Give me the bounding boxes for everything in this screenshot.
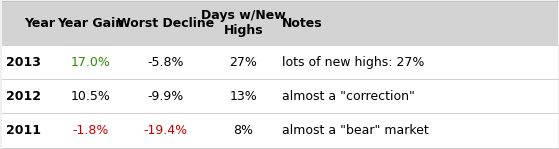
Text: 2012: 2012 <box>6 90 41 103</box>
Text: 8%: 8% <box>234 124 253 137</box>
Text: Year: Year <box>24 17 55 30</box>
Text: Year Gain: Year Gain <box>57 17 124 30</box>
Text: Days w/New
Highs: Days w/New Highs <box>201 9 286 37</box>
FancyBboxPatch shape <box>2 1 558 45</box>
Text: -19.4%: -19.4% <box>144 124 188 137</box>
Text: 2013: 2013 <box>6 56 41 69</box>
Text: -5.8%: -5.8% <box>148 56 184 69</box>
Text: Notes: Notes <box>282 17 323 30</box>
Text: 10.5%: 10.5% <box>70 90 111 103</box>
Text: almost a "correction": almost a "correction" <box>282 90 415 103</box>
Text: 13%: 13% <box>230 90 257 103</box>
Text: lots of new highs: 27%: lots of new highs: 27% <box>282 56 425 69</box>
Text: 27%: 27% <box>230 56 257 69</box>
FancyBboxPatch shape <box>2 114 558 148</box>
Text: 17.0%: 17.0% <box>70 56 111 69</box>
Text: almost a "bear" market: almost a "bear" market <box>282 124 429 137</box>
FancyBboxPatch shape <box>2 79 558 114</box>
Text: 2011: 2011 <box>6 124 41 137</box>
Text: -1.8%: -1.8% <box>72 124 108 137</box>
Text: Worst Decline: Worst Decline <box>117 17 214 30</box>
Text: -9.9%: -9.9% <box>148 90 184 103</box>
FancyBboxPatch shape <box>2 45 558 79</box>
